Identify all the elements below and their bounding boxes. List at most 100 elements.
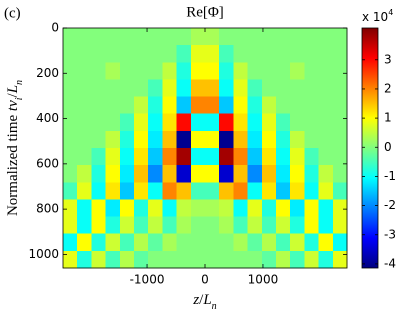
heat-cell: [205, 96, 220, 115]
heat-cell: [261, 250, 277, 269]
heat-cell: [134, 199, 149, 218]
heat-cell: [148, 165, 163, 183]
heat-cell: [290, 113, 305, 132]
heat-cell: [176, 182, 192, 200]
heat-cell: [205, 250, 220, 269]
heat-cell: [190, 148, 206, 166]
heat-cell: [261, 165, 277, 183]
heat-cell: [247, 216, 263, 235]
heat-cell: [219, 165, 234, 183]
heat-cell: [176, 216, 192, 235]
heat-cell: [190, 216, 206, 235]
y-tick-label: 200: [36, 66, 59, 80]
heat-cell: [162, 199, 178, 218]
heat-cell: [176, 79, 192, 98]
heat-cell: [176, 148, 192, 166]
label-part: n: [212, 301, 217, 312]
heat-cell: [318, 199, 334, 218]
heat-cell: [119, 233, 135, 252]
heat-cell: [219, 96, 234, 115]
heat-cell: [148, 45, 163, 63]
heat-cell: [119, 79, 135, 98]
heat-cell: [63, 182, 78, 200]
heat-cell: [290, 250, 305, 269]
chart-title: Re[Φ]: [186, 4, 224, 20]
heat-cell: [290, 62, 305, 80]
heat-cell: [176, 28, 192, 46]
heatmap: [63, 28, 348, 269]
heat-cell: [176, 250, 192, 269]
heat-cell: [63, 62, 78, 80]
label-part: i: [14, 97, 25, 100]
heat-cell: [233, 233, 249, 252]
heat-cell: [77, 216, 92, 235]
x-tick-label: -1000: [130, 273, 165, 287]
heat-cell: [332, 130, 348, 149]
heat-cell: [77, 62, 92, 80]
heat-cell: [276, 233, 291, 252]
heat-cell: [304, 233, 320, 252]
heat-cell: [119, 45, 135, 63]
heat-cell: [105, 199, 121, 218]
heat-cell: [219, 199, 234, 218]
label-part: L: [202, 292, 211, 308]
heat-cell: [276, 165, 291, 183]
heat-cell: [205, 182, 220, 200]
heat-cell: [63, 216, 78, 235]
heat-cell: [304, 79, 320, 98]
heat-cell: [318, 216, 334, 235]
heat-cell: [63, 130, 78, 149]
heat-cell: [91, 148, 107, 166]
heat-cell: [134, 148, 149, 166]
heat-cell: [247, 165, 263, 183]
heat-cell: [63, 250, 78, 269]
heat-cell: [91, 199, 107, 218]
heat-cell: [134, 62, 149, 80]
heat-cell: [119, 182, 135, 200]
heat-cell: [247, 79, 263, 98]
heat-cell: [332, 113, 348, 132]
heat-cell: [105, 250, 121, 269]
heat-cell: [261, 62, 277, 80]
heat-cell: [91, 250, 107, 269]
heat-cell: [91, 130, 107, 149]
heat-cell: [105, 45, 121, 63]
heat-cell: [233, 148, 249, 166]
heat-cell: [105, 96, 121, 115]
heat-cell: [290, 96, 305, 115]
heat-cell: [261, 130, 277, 149]
heat-cell: [176, 130, 192, 149]
heat-cell: [105, 28, 121, 46]
label-part: tv: [5, 100, 21, 111]
heat-cell: [190, 165, 206, 183]
heat-cell: [276, 199, 291, 218]
y-tick-label: 600: [36, 156, 59, 170]
colorbar-tick-label: -2: [384, 198, 396, 212]
heat-cell: [162, 79, 178, 98]
heat-cell: [134, 28, 149, 46]
colorbar-scale: x 104: [362, 8, 393, 24]
colorbar-tick-label: 0: [384, 140, 392, 154]
heat-cell: [77, 148, 92, 166]
heat-cell: [318, 113, 334, 132]
heat-cell: [91, 96, 107, 115]
colorbar-tick-label: 3: [384, 52, 392, 66]
heat-cell: [318, 130, 334, 149]
heat-cell: [276, 148, 291, 166]
heat-cell: [205, 45, 220, 63]
heat-cell: [63, 233, 78, 252]
heat-cell: [247, 148, 263, 166]
heat-cell: [290, 79, 305, 98]
heat-cell: [148, 233, 163, 252]
heat-cell: [134, 250, 149, 269]
heat-cell: [318, 96, 334, 115]
heat-cell: [290, 28, 305, 46]
heat-cell: [162, 250, 178, 269]
heat-cell: [176, 165, 192, 183]
heat-cell: [247, 96, 263, 115]
heat-cell: [247, 28, 263, 46]
y-tick-label: 0: [51, 21, 59, 35]
heat-cell: [261, 28, 277, 46]
heat-cell: [190, 79, 206, 98]
